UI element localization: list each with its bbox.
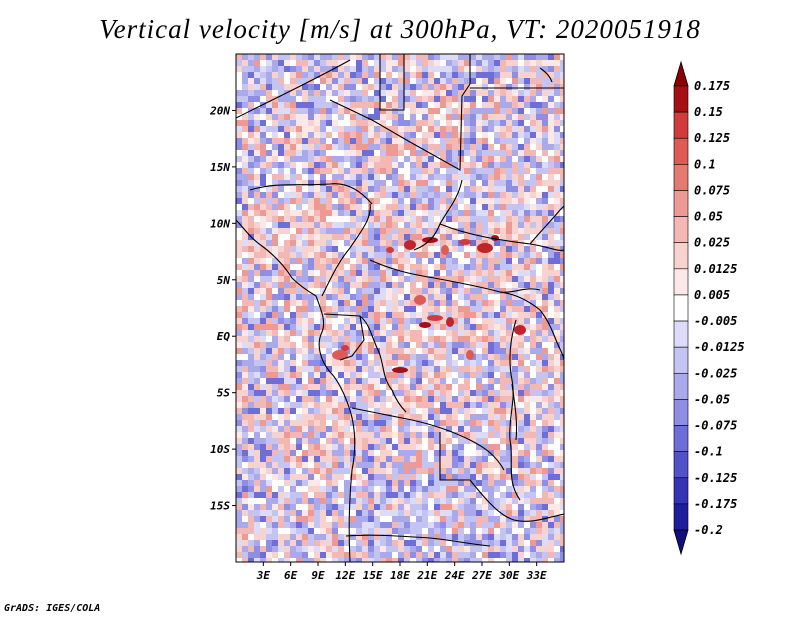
country-borders: [236, 54, 564, 562]
lat-tick-label: 15S: [210, 500, 230, 513]
border-congo-drc: [359, 315, 407, 413]
colorbar-swatch: [673, 477, 689, 505]
colorbar-label: 0.005: [694, 288, 730, 302]
colorbar-label: 0.025: [694, 236, 730, 250]
colorbar: 0.175 0.15 0.125 0.1 0.075 0.05 0.025 0.0125 0.0…: [673, 60, 745, 556]
colorbar-label: -0.075: [694, 419, 737, 433]
latitude-axis: 20N 15N 10N 5N EQ 5S 10S 15S: [209, 104, 236, 513]
lat-tick-label: 15N: [210, 161, 230, 174]
border-niger-chad: [329, 54, 471, 171]
border-car-south: [369, 259, 541, 311]
colorbar-swatch: [673, 372, 689, 400]
colorbar-label: 0.175: [694, 79, 730, 93]
lon-tick-label: 3E: [256, 569, 271, 582]
lon-tick-label: 27E: [471, 569, 492, 582]
colorbar-label: -0.0125: [694, 340, 745, 354]
border-sahara: [236, 59, 351, 119]
convective-updraft-cell: [459, 239, 471, 245]
colorbar-swatch: [673, 503, 689, 531]
border-libya-egypt: [379, 54, 405, 111]
lat-tick-label: 10N: [210, 217, 230, 230]
border-ethiopia: [529, 205, 564, 245]
colorbar-swatch: [673, 451, 689, 479]
lon-tick-label: 12E: [335, 569, 355, 582]
colorbar-label: -0.125: [694, 471, 737, 485]
border-lake-tanganyika: [511, 383, 518, 441]
colorbar-label: 0.15: [694, 105, 723, 119]
coastline-west-africa: [236, 219, 356, 562]
lat-tick-label: 10S: [210, 443, 230, 456]
convective-updraft-cell: [404, 240, 416, 250]
border-nigeria-north: [249, 183, 373, 205]
colorbar-swatch: [673, 268, 689, 296]
lon-tick-label: 30E: [498, 569, 519, 582]
colorbar-label: -0.05: [694, 392, 730, 406]
lat-tick-label: 5S: [217, 387, 231, 400]
colorbar-label: 0.1: [694, 157, 716, 171]
lat-tick-label: 20N: [209, 104, 230, 117]
vertical-velocity-field: [236, 54, 564, 562]
colorbar-swatch: [673, 164, 689, 191]
colorbar-swatch: [673, 111, 689, 139]
border-southsudan-drc: [499, 288, 541, 293]
colorbar-swatch: [673, 346, 689, 374]
border-zambia-south: [469, 479, 564, 522]
border-uganda-kenya: [539, 309, 564, 361]
convective-updraft-cell: [477, 243, 493, 253]
colorbar-swatch: [673, 294, 689, 322]
coast-red-sea: [539, 67, 553, 83]
lat-tick-label: EQ: [217, 330, 231, 343]
lon-tick-label: 6E: [284, 569, 298, 582]
border-angola-namibia: [345, 534, 491, 547]
colorbar-label: 0.125: [694, 131, 730, 145]
colorbar-label: -0.175: [694, 497, 737, 511]
lon-tick-label: 21E: [416, 569, 437, 582]
convective-updraft-cell: [427, 315, 443, 321]
colorbar-swatch: [673, 399, 689, 426]
border-angola-drc: [351, 407, 505, 471]
colorbar-label: -0.005: [694, 314, 737, 328]
lon-tick-label: 9E: [311, 569, 325, 582]
lat-tick-label: 5N: [217, 274, 231, 287]
lon-tick-label: 15E: [363, 569, 383, 582]
convective-updraft-cell: [392, 367, 408, 373]
colorbar-label: -0.025: [694, 366, 737, 380]
border-drc-east: [509, 319, 521, 501]
border-sudan-southsudan: [439, 223, 564, 251]
colorbar-top-cap: [673, 60, 689, 87]
colorbar-label: 0.05: [694, 210, 723, 224]
grads-credit: GrADS: IGES/COLA: [4, 603, 101, 614]
colorbar-bottom-cap: [673, 529, 689, 556]
colorbar-swatch: [673, 137, 689, 165]
colorbar-swatch: [673, 85, 689, 113]
convective-updraft-cell: [341, 345, 349, 351]
colorbar-swatch: [673, 425, 689, 452]
colorbar-swatch: [673, 216, 689, 244]
map-title: Vertical velocity [m/s] at 300hPa, VT: 2…: [99, 14, 701, 44]
lon-tick-label: 33E: [526, 569, 547, 582]
border-gabon: [323, 313, 365, 361]
colorbar-label: -0.2: [694, 523, 723, 537]
convective-updraft-cell: [514, 325, 526, 335]
convective-updraft-cell: [386, 247, 394, 253]
colorbar-swatch: [673, 320, 689, 348]
convective-updraft-cell: [419, 322, 431, 328]
border-angola-zambia: [439, 432, 470, 481]
lon-tick-label: 18E: [390, 569, 410, 582]
convective-updraft-cell: [466, 350, 474, 360]
colorbar-label: 0.075: [694, 183, 730, 197]
convective-updraft-cell: [414, 295, 426, 305]
border-nigeria-cameroon: [321, 203, 371, 297]
convective-updraft-cell: [441, 245, 449, 255]
colorbar-label: -0.1: [694, 445, 723, 459]
longitude-axis: 3E 6E 9E 12E 15E 18E 21E 24E 27E 30E 33E: [256, 562, 547, 582]
lon-tick-label: 24E: [444, 569, 465, 582]
colorbar-label: 0.0125: [694, 262, 737, 276]
convective-updraft-cell: [446, 317, 454, 327]
colorbar-swatch: [673, 190, 689, 217]
convective-updraft-cell: [332, 350, 348, 360]
colorbar-swatch: [673, 242, 689, 270]
